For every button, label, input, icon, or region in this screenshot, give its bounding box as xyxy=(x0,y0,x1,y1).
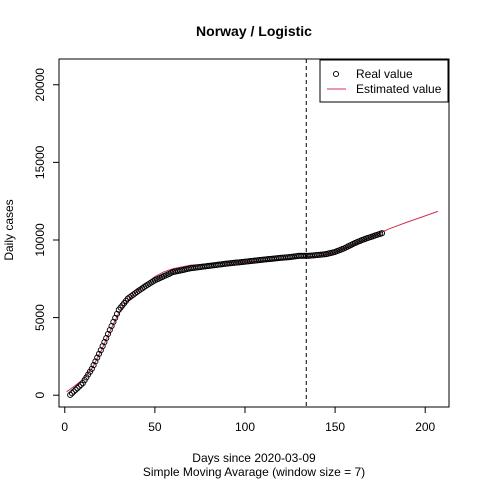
real-value-point xyxy=(95,350,103,357)
chart-subtitle: Simple Moving Avarage (window size = 7) xyxy=(143,465,365,479)
real-value-point xyxy=(76,383,83,390)
real-value-point xyxy=(90,362,97,369)
plot-frame xyxy=(58,58,450,408)
real-value-point xyxy=(68,390,76,397)
y-axis-label: Daily cases xyxy=(2,199,16,260)
legend-real-value-label: Real value xyxy=(356,67,413,81)
x-tick-label: 150 xyxy=(325,420,345,434)
real-value-point xyxy=(74,385,81,392)
plot-area: 0 50 100 150 200 0 5000 10000 15000 20000 Real val… xyxy=(33,58,450,434)
chart-title: Norway / Logistic xyxy=(196,23,312,39)
legend-estimated-value-label: Estimated value xyxy=(356,82,442,96)
y-tick-label: 10000 xyxy=(33,223,47,257)
x-tick-label: 200 xyxy=(415,420,435,434)
x-axis-label: Days since 2020-03-09 xyxy=(192,451,316,465)
y-tick-label: 5000 xyxy=(33,304,47,331)
x-tick-label: 0 xyxy=(61,420,68,434)
real-value-point xyxy=(88,365,95,372)
y-tick-label: 0 xyxy=(33,392,47,399)
legend-box xyxy=(319,59,449,103)
real-value-point xyxy=(77,381,85,388)
y-tick-label: 20000 xyxy=(33,68,47,102)
x-tick-label: 50 xyxy=(148,420,162,434)
real-value-point xyxy=(70,388,77,395)
real-value-point xyxy=(92,358,99,365)
real-value-point xyxy=(72,386,79,393)
real-value-point xyxy=(378,230,386,237)
y-tick-label: 15000 xyxy=(33,145,47,179)
real-value-point xyxy=(67,391,74,398)
legend-real-value-marker xyxy=(332,70,340,78)
x-tick-label: 100 xyxy=(235,420,255,434)
real-value-point xyxy=(94,354,101,361)
